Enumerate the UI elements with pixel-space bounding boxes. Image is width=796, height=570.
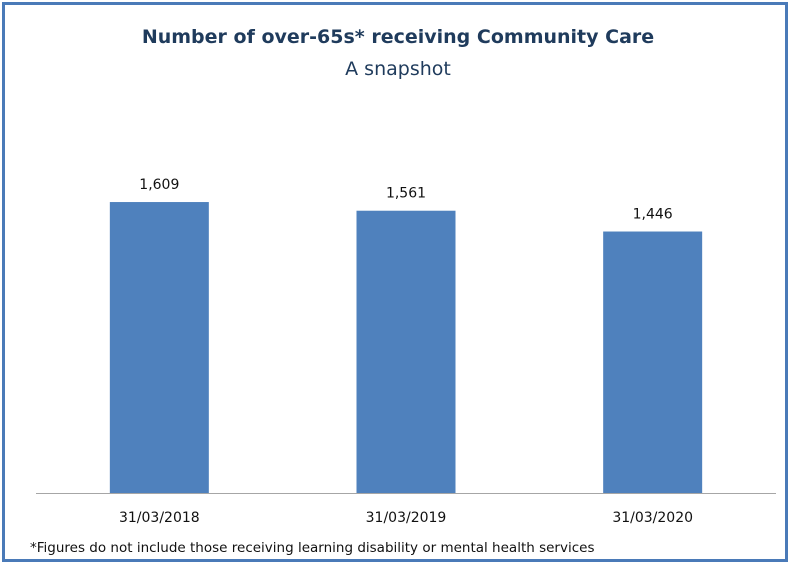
bar-value-label-3: 1,446 (633, 207, 673, 223)
bar-value-label-2: 1,561 (386, 186, 426, 202)
bar-1 (109, 202, 209, 493)
category-label-2: 31/03/2019 (366, 510, 447, 526)
bar-2 (356, 210, 456, 493)
chart-title: Number of over-65s* receiving Community … (141, 26, 655, 48)
chart-footnote: *Figures do not include those receiving … (30, 540, 595, 556)
category-label-3: 31/03/2020 (612, 510, 693, 526)
bar-3 (603, 231, 703, 493)
category-label-1: 31/03/2018 (119, 510, 200, 526)
chart-subtitle: A snapshot (345, 58, 451, 80)
bar-value-label-1: 1,609 (139, 177, 179, 193)
